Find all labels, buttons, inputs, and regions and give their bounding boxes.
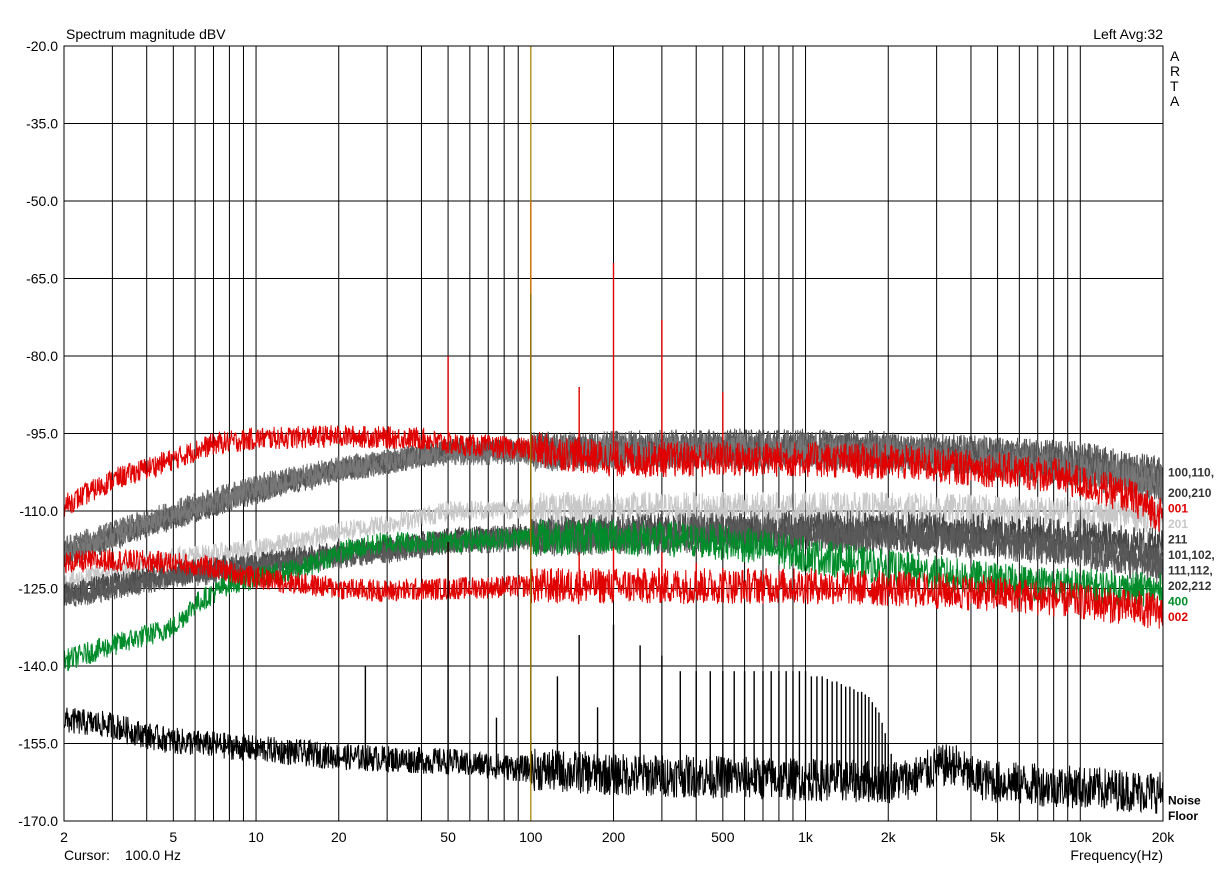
x-tick-label: 5k <box>990 829 1006 845</box>
brand-letters: A R T A <box>1170 48 1180 109</box>
legend-label: 202,212 <box>1168 579 1212 593</box>
legend-label: 001 <box>1168 501 1188 515</box>
x-tick-label: 2 <box>60 829 68 845</box>
legend-label: Floor <box>1168 809 1198 823</box>
y-tick-label: -80.0 <box>26 348 58 364</box>
x-tick-label: 10k <box>1069 829 1093 845</box>
brand-letter: T <box>1170 78 1179 94</box>
x-tick-label: 200 <box>602 829 626 845</box>
y-tick-label: -110.0 <box>19 503 58 519</box>
legend-label: 111,112, <box>1168 563 1213 577</box>
series-s210 <box>63 433 1164 566</box>
plot-frame <box>63 45 1164 822</box>
series-group <box>63 201 1164 814</box>
x-tick-labels: 2 5 10 20 50 100 200 500 1k 2k 5k 10k 20k <box>60 829 1175 845</box>
y-tick-label: -65.0 <box>26 271 58 287</box>
legend-label: 200,210 <box>1168 486 1212 500</box>
y-tick-label: -125.0 <box>18 581 58 597</box>
legend-label: 002 <box>1168 610 1188 624</box>
y-tick-label: -50.0 <box>26 193 58 209</box>
x-tick-label: 1k <box>798 829 814 845</box>
brand-letter: A <box>1170 48 1180 64</box>
legend-label: 101,102, <box>1168 548 1215 562</box>
series-line <box>63 433 1164 566</box>
x-tick-label: 5 <box>169 829 177 845</box>
x-axis-label: Frequency(Hz) <box>1070 847 1163 863</box>
y-tick-label: -20.0 <box>26 38 58 54</box>
series-line <box>63 513 1164 605</box>
legend-label: Noise <box>1168 793 1201 807</box>
y-tick-label: -170.0 <box>18 813 58 829</box>
y-tick-label: -140.0 <box>18 658 58 674</box>
y-tick-label: -155.0 <box>18 736 58 752</box>
legend-label: 201 <box>1168 517 1188 531</box>
x-tick-label: 50 <box>440 829 456 845</box>
series-s101 <box>63 513 1164 605</box>
legend-label: 211 <box>1168 532 1188 546</box>
y-tick-label: -35.0 <box>26 116 58 132</box>
x-tick-label: 20 <box>331 829 347 845</box>
cursor-value[interactable]: 100.0 Hz <box>125 847 181 863</box>
chart-title: Spectrum magnitude dBV <box>66 26 226 42</box>
x-tick-label: 20k <box>1152 829 1176 845</box>
x-tick-label: 10 <box>248 829 264 845</box>
y-tick-labels: -20.0 -35.0 -50.0 -65.0 -80.0 -95.0 -110.0 -125… <box>18 38 58 829</box>
x-tick-label: 500 <box>711 829 735 845</box>
brand-letter: R <box>1170 63 1180 79</box>
series-line <box>63 549 1164 629</box>
x-tick-label: 100 <box>519 829 543 845</box>
cursor-label: Cursor: <box>64 847 110 863</box>
legend-label: 100,110, <box>1168 465 1214 479</box>
legend-label: 400 <box>1168 594 1188 608</box>
brand-letter: A <box>1170 93 1180 109</box>
y-tick-label: -95.0 <box>26 426 58 442</box>
x-tick-label: 2k <box>881 829 897 845</box>
channel-info: Left Avg:32 <box>1093 26 1163 42</box>
